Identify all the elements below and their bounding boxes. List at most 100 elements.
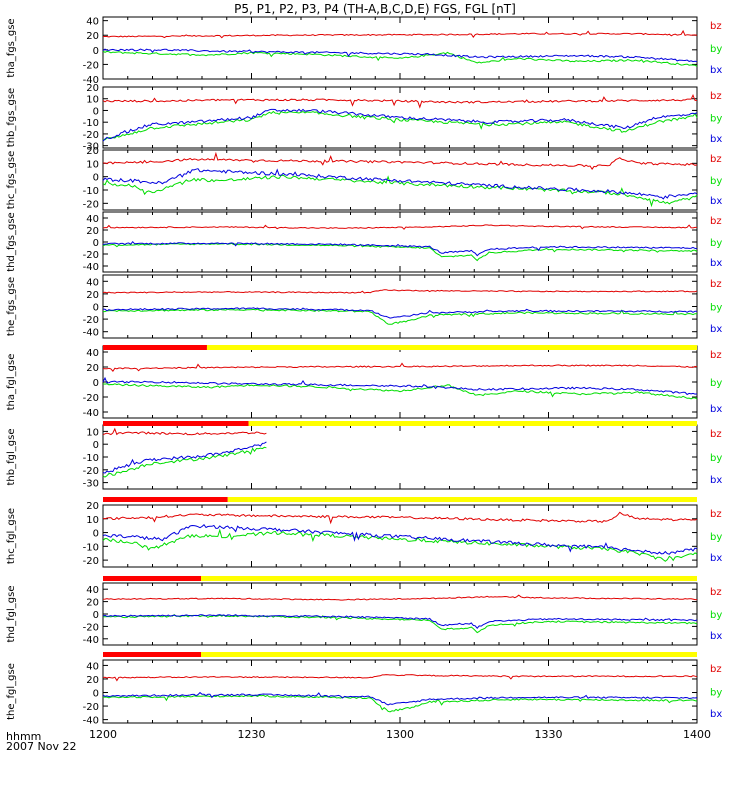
panel-frame xyxy=(102,274,698,339)
legend-bz: bz xyxy=(710,587,722,598)
coverage-bar-yellow xyxy=(227,497,698,502)
legend-bz: bz xyxy=(710,350,722,361)
y-tick-label: -30 xyxy=(83,479,99,490)
panel-ylabel: tha_fgl_gse xyxy=(6,354,17,411)
y-tick-label: 20 xyxy=(86,226,99,237)
series-bz-line xyxy=(103,151,698,170)
legend-bx: bx xyxy=(710,631,722,642)
coverage-bar-red xyxy=(103,652,202,657)
x-tick-label: 1330 xyxy=(535,728,563,741)
coverage-bar-red xyxy=(103,576,202,581)
y-tick-label: 40 xyxy=(86,661,99,672)
legend-by: by xyxy=(710,44,722,55)
y-tick-label: 10 xyxy=(86,159,99,170)
y-tick-label: -10 xyxy=(83,542,99,553)
y-tick-label: -10 xyxy=(83,453,99,464)
panel-ylabel: thc_fgs_gse xyxy=(6,151,17,210)
y-tick-label: 40 xyxy=(86,277,99,288)
x-tick-label: 1230 xyxy=(238,728,266,741)
y-tick-label: 20 xyxy=(86,290,99,301)
series-bz-line xyxy=(102,362,698,373)
y-tick-label: 20 xyxy=(86,83,99,94)
panel-ylabel: thd_fgs_gse xyxy=(6,212,17,271)
legend-bx: bx xyxy=(710,258,722,269)
coverage-bar-yellow xyxy=(201,576,697,581)
y-tick-label: -40 xyxy=(83,262,99,273)
panel-frame xyxy=(102,16,698,80)
legend-bx: bx xyxy=(710,134,722,145)
legend-bx: bx xyxy=(710,553,722,564)
series-bz-line xyxy=(103,29,698,39)
series-bx-line xyxy=(102,614,698,629)
series-by-line xyxy=(102,308,697,325)
legend-by: by xyxy=(710,238,722,249)
y-tick-label: -40 xyxy=(83,408,99,419)
panel-frame xyxy=(102,345,698,419)
panel-frame xyxy=(102,659,698,724)
x-tick-label: 1300 xyxy=(386,728,414,741)
legend-bz: bz xyxy=(710,279,722,290)
series-bx-line xyxy=(102,441,267,474)
y-tick-label: -20 xyxy=(83,315,99,326)
series-bz-line xyxy=(102,674,698,682)
time-format-label: hhmm xyxy=(6,730,42,743)
coverage-bar-yellow xyxy=(248,421,697,426)
y-tick-label: -20 xyxy=(83,130,99,141)
legend-by: by xyxy=(710,453,722,464)
y-tick-label: -20 xyxy=(83,60,99,71)
legend-bx: bx xyxy=(710,324,722,335)
series-by-line xyxy=(102,614,698,634)
series-by-line xyxy=(102,50,698,67)
panel-ylabel: thd_fgl_gse xyxy=(6,586,17,643)
series-by-line xyxy=(102,446,267,478)
legend-bx: bx xyxy=(710,65,722,76)
legend-by: by xyxy=(710,610,722,621)
y-tick-label: -20 xyxy=(83,199,99,210)
panel-ylabel: the_fgs_gse xyxy=(6,277,17,336)
y-tick-label: 0 xyxy=(93,46,99,57)
y-tick-label: 20 xyxy=(86,675,99,686)
coverage-bar-red xyxy=(103,345,207,350)
y-tick-label: 0 xyxy=(93,303,99,314)
legend-bz: bz xyxy=(710,664,722,675)
series-bx-line xyxy=(102,691,698,706)
y-tick-label: -30 xyxy=(83,142,99,153)
y-tick-label: -20 xyxy=(83,466,99,477)
series-bz-line xyxy=(102,511,698,525)
y-tick-label: -40 xyxy=(83,75,99,86)
coverage-bar-red xyxy=(103,497,228,502)
legend-bz: bz xyxy=(710,509,722,520)
series-bz-line xyxy=(102,594,697,601)
y-tick-label: 0 xyxy=(93,106,99,117)
y-tick-label: 0 xyxy=(93,238,99,249)
legend-by: by xyxy=(710,688,722,699)
y-tick-label: 40 xyxy=(86,214,99,225)
y-tick-label: -10 xyxy=(83,118,99,129)
y-tick-label: 40 xyxy=(86,348,99,359)
y-tick-label: -40 xyxy=(83,716,99,727)
series-by-line xyxy=(102,694,698,713)
series-bz-line xyxy=(102,427,267,436)
y-tick-label: -20 xyxy=(83,556,99,567)
legend-by: by xyxy=(710,114,722,125)
y-tick-label: -20 xyxy=(83,702,99,713)
legend-by: by xyxy=(710,532,722,543)
x-tick-label: 1200 xyxy=(89,728,117,741)
y-tick-label: 20 xyxy=(86,501,99,512)
legend-bz: bz xyxy=(710,154,722,165)
y-tick-label: -20 xyxy=(83,393,99,404)
panel-ylabel: the_fgl_gse xyxy=(6,663,17,720)
legend-bx: bx xyxy=(710,196,722,207)
series-bx-line xyxy=(102,307,698,319)
y-tick-label: 10 xyxy=(86,427,99,438)
series-bx-line xyxy=(102,523,698,555)
legend-bz: bz xyxy=(710,216,722,227)
series-by-line xyxy=(102,528,698,562)
y-tick-label: 20 xyxy=(86,363,99,374)
y-tick-label: 40 xyxy=(86,585,99,596)
y-tick-label: -10 xyxy=(83,186,99,197)
y-tick-label: 20 xyxy=(86,146,99,157)
legend-bz: bz xyxy=(710,21,722,32)
series-by-line xyxy=(102,383,698,400)
x-tick-label: 1400 xyxy=(683,728,711,741)
